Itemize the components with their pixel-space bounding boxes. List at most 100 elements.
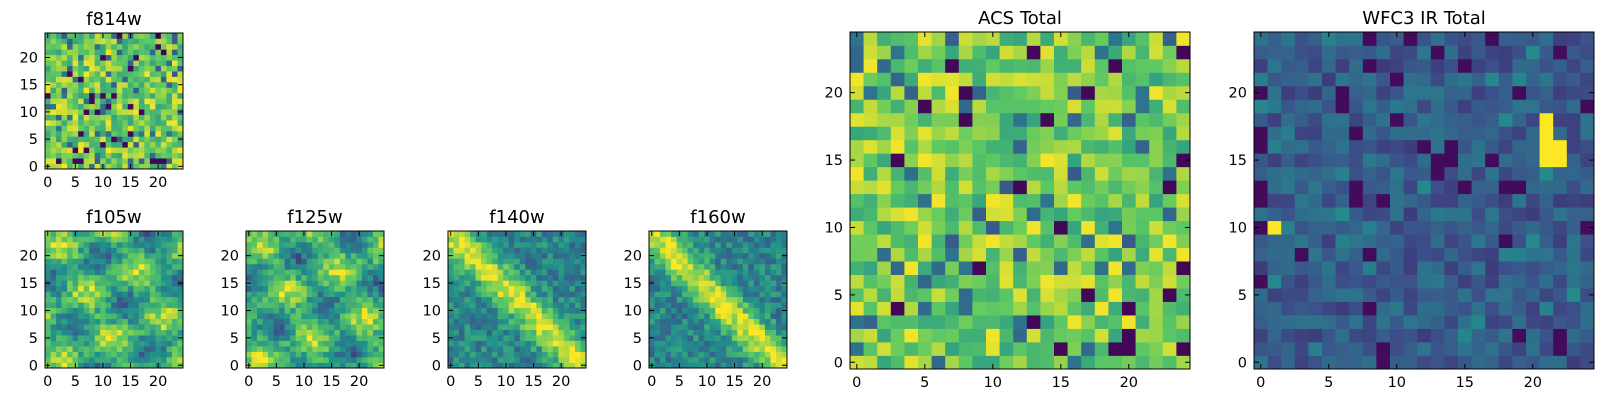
heatmap-cell	[171, 152, 178, 159]
heatmap-cell	[122, 329, 129, 336]
heatmap-cell	[720, 247, 727, 254]
heatmap-cell	[1054, 288, 1068, 302]
heatmap-cell	[508, 318, 515, 325]
heatmap-cell	[1512, 112, 1527, 127]
heatmap-cell	[94, 71, 101, 77]
heatmap-cell	[649, 329, 655, 336]
heatmap-cell	[682, 296, 688, 303]
heatmap-cell	[122, 141, 129, 148]
heatmap-cell	[72, 109, 79, 115]
heatmap-cell	[972, 328, 987, 343]
x-tick-label: 5	[1324, 375, 1333, 391]
heatmap-cell	[508, 274, 515, 281]
heatmap-cell	[918, 274, 932, 289]
heatmap-cell	[1458, 274, 1472, 289]
heatmap-cell	[78, 152, 84, 159]
heatmap-cell	[78, 241, 84, 248]
heatmap-cell	[492, 335, 499, 341]
heatmap-cell	[166, 158, 173, 164]
heatmap-cell	[345, 274, 352, 281]
heatmap-cell	[155, 291, 162, 298]
heatmap-cell	[1580, 45, 1595, 60]
heatmap-cell	[89, 269, 96, 276]
heatmap-cell	[1485, 58, 1500, 73]
heatmap-cell	[56, 125, 62, 132]
heatmap-cell	[149, 147, 156, 154]
heatmap-cell	[731, 351, 738, 358]
heatmap-cell	[372, 263, 379, 270]
heatmap-cell	[1162, 85, 1177, 100]
heatmap-cell	[279, 280, 285, 287]
heatmap-cell	[492, 302, 499, 309]
heatmap-cell	[350, 313, 357, 320]
heatmap-cell	[89, 98, 96, 105]
heatmap-cell	[558, 247, 565, 254]
heatmap-cell	[731, 357, 738, 363]
heatmap-cell	[459, 296, 465, 303]
heatmap-cell	[1458, 58, 1472, 73]
heatmap-cell	[676, 241, 683, 248]
heatmap-cell	[356, 258, 363, 265]
y-tick-label: 5	[633, 331, 642, 347]
heatmap-cell	[1267, 220, 1282, 235]
heatmap-cell	[83, 114, 90, 121]
heatmap-cell	[1267, 32, 1282, 46]
heatmap-cell	[111, 307, 118, 314]
heatmap-cell	[67, 302, 73, 309]
heatmap-cell	[503, 252, 510, 259]
heatmap-cell	[138, 141, 145, 148]
heatmap-cell	[552, 263, 559, 270]
heatmap-cell	[709, 318, 716, 325]
heatmap-cell	[649, 285, 655, 292]
heatmap-cell	[850, 72, 864, 87]
heatmap-cell	[1162, 112, 1177, 127]
heatmap-cell	[301, 236, 308, 243]
heatmap-cell	[323, 362, 330, 369]
heatmap-cell	[317, 313, 324, 320]
heatmap-cell	[45, 236, 51, 243]
heatmap-cell	[78, 76, 84, 83]
heatmap-cell	[693, 252, 700, 259]
heatmap-cell	[753, 231, 760, 237]
heatmap-cell	[1485, 207, 1500, 222]
heatmap-cell	[94, 291, 101, 298]
heatmap-cell	[503, 236, 510, 243]
heatmap-cell	[246, 291, 252, 298]
heatmap-cell	[671, 340, 677, 347]
heatmap-cell	[731, 318, 738, 325]
heatmap-cell	[56, 318, 62, 325]
heatmap-cell	[160, 362, 167, 369]
heatmap-cell	[328, 236, 335, 243]
heatmap-cell	[1081, 274, 1096, 289]
heatmap-cell	[295, 291, 302, 298]
heatmap-cell	[67, 92, 73, 99]
heatmap-cell	[530, 252, 537, 259]
heatmap-cell	[306, 351, 313, 358]
heatmap-cell	[94, 241, 101, 248]
heatmap-cell	[149, 318, 156, 325]
heatmap-cell	[475, 324, 482, 330]
y-tick-label: 5	[29, 132, 38, 148]
heatmap-cell	[931, 193, 946, 208]
heatmap-cell	[1485, 112, 1500, 127]
heatmap-cell	[133, 236, 140, 243]
heatmap-cell	[492, 324, 499, 330]
heatmap-cell	[78, 38, 84, 45]
heatmap-cell	[1254, 58, 1268, 73]
heatmap-cell	[1176, 153, 1191, 168]
heatmap-cell	[569, 340, 576, 347]
heatmap-cell	[1013, 207, 1028, 222]
heatmap-cell	[89, 65, 96, 72]
heatmap-cell	[720, 241, 727, 248]
heatmap-cell	[503, 263, 510, 270]
heatmap-cell	[323, 241, 330, 248]
heatmap-cell	[1122, 342, 1136, 356]
heatmap-cell	[312, 291, 319, 298]
heatmap-cell	[850, 166, 864, 181]
heatmap-cell	[665, 318, 672, 325]
heatmap-cell	[251, 302, 258, 309]
heatmap-cell	[61, 81, 68, 88]
heatmap-cell	[1444, 112, 1459, 127]
heatmap-cell	[1376, 315, 1391, 329]
heatmap-cell	[122, 38, 129, 45]
